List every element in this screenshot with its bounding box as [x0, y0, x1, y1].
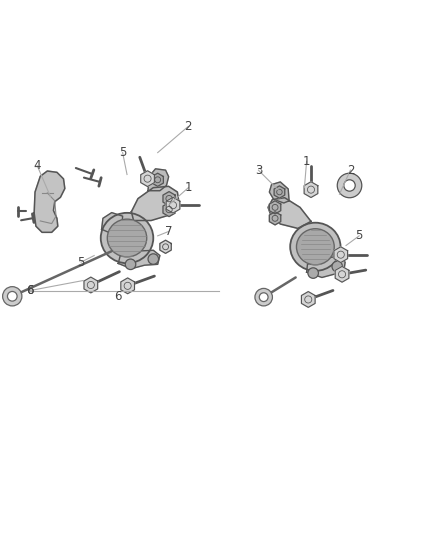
Circle shape [3, 287, 22, 306]
Ellipse shape [297, 229, 334, 265]
Ellipse shape [101, 213, 153, 263]
Circle shape [125, 259, 136, 270]
Polygon shape [163, 191, 175, 206]
Circle shape [337, 173, 362, 198]
Polygon shape [152, 173, 163, 187]
Circle shape [255, 288, 272, 306]
Text: 6: 6 [114, 290, 122, 303]
Circle shape [344, 180, 355, 191]
Text: 4: 4 [33, 159, 41, 172]
Text: 3: 3 [255, 164, 262, 176]
Polygon shape [334, 247, 348, 263]
Polygon shape [102, 213, 123, 233]
Text: 1: 1 [184, 181, 192, 194]
Circle shape [332, 261, 343, 272]
Polygon shape [307, 256, 345, 278]
Polygon shape [131, 187, 179, 221]
Text: 2: 2 [184, 120, 192, 133]
Polygon shape [335, 266, 349, 282]
Circle shape [308, 268, 318, 278]
Circle shape [7, 292, 17, 301]
Polygon shape [274, 186, 285, 198]
Text: 6: 6 [26, 284, 34, 297]
Polygon shape [269, 201, 281, 214]
Text: 5: 5 [78, 256, 85, 269]
Text: 1: 1 [303, 155, 311, 168]
Polygon shape [84, 277, 98, 293]
Polygon shape [301, 292, 315, 308]
Polygon shape [118, 251, 160, 269]
Ellipse shape [107, 219, 147, 257]
Polygon shape [121, 278, 134, 294]
Polygon shape [166, 197, 180, 213]
Circle shape [259, 293, 268, 302]
Text: 5: 5 [356, 229, 363, 243]
Polygon shape [163, 203, 175, 216]
Polygon shape [269, 212, 281, 225]
Polygon shape [141, 171, 154, 187]
Polygon shape [160, 240, 171, 253]
Circle shape [148, 254, 159, 264]
Polygon shape [268, 198, 311, 229]
Polygon shape [269, 182, 289, 203]
Polygon shape [34, 171, 65, 232]
Text: 5: 5 [119, 146, 126, 159]
Text: 2: 2 [346, 164, 354, 176]
Ellipse shape [290, 223, 341, 271]
Polygon shape [148, 169, 169, 191]
Polygon shape [304, 182, 318, 198]
Text: 7: 7 [165, 225, 173, 238]
Text: 6: 6 [26, 284, 34, 297]
